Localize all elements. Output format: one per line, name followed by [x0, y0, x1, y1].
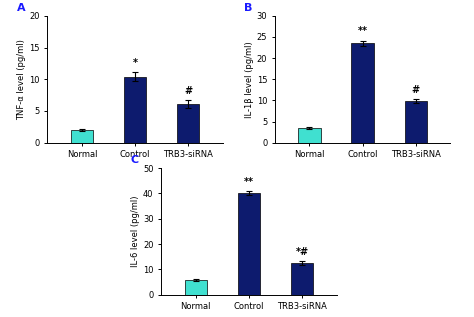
Bar: [177, 104, 200, 143]
Text: *: *: [133, 58, 137, 68]
Text: C: C: [130, 155, 138, 165]
Text: #: #: [184, 86, 192, 96]
Bar: [405, 101, 427, 143]
Y-axis label: IL-6 level (pg/ml): IL-6 level (pg/ml): [131, 196, 140, 267]
Text: A: A: [17, 3, 25, 13]
Bar: [351, 43, 374, 143]
Text: B: B: [244, 3, 253, 13]
Text: **: **: [244, 177, 254, 187]
Bar: [184, 280, 207, 295]
Y-axis label: TNF-α level (pg/ml): TNF-α level (pg/ml): [18, 39, 27, 120]
Y-axis label: IL-1β level (pg/ml): IL-1β level (pg/ml): [245, 41, 254, 118]
Text: #: #: [412, 85, 420, 95]
Text: **: **: [357, 26, 368, 36]
Bar: [291, 263, 313, 295]
Bar: [124, 77, 146, 143]
Text: *#: *#: [295, 247, 309, 257]
Bar: [298, 128, 320, 143]
Bar: [71, 130, 93, 143]
Bar: [237, 193, 260, 295]
